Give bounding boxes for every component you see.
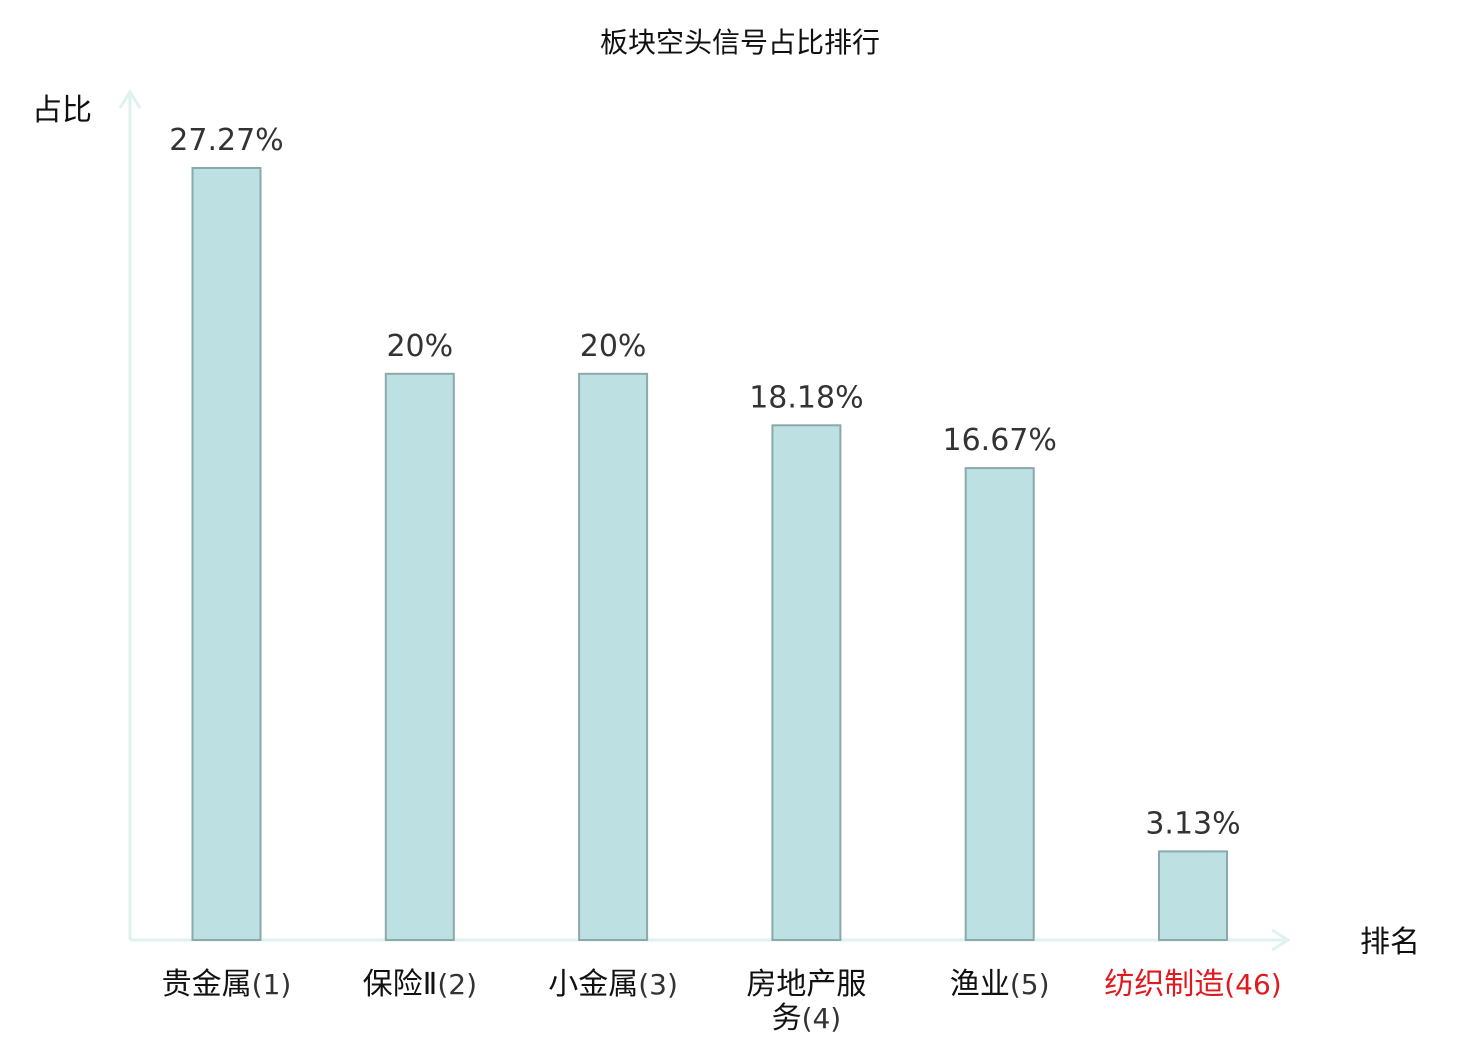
x-tick-name-6-1: 纺织制造 [1104,967,1224,1002]
bar-1 [191,167,262,941]
bar-3 [578,372,649,941]
y-axis-arrow [118,89,142,109]
x-tick-label-4: 房地产服务(4) [746,967,866,1036]
x-axis-label: 排名 [1360,925,1420,960]
x-tick-rank-5: (5) [1010,968,1050,1001]
value-label-2: 20% [386,329,453,364]
x-tick-rank-6: (46) [1224,968,1281,1001]
x-tick-label-5: 渔业(5) [950,967,1050,1002]
x-tick-rank-2: (2) [437,968,477,1001]
x-tick-rank-4: (4) [802,1002,842,1035]
x-tick-rank-3: (3) [638,968,678,1001]
value-label-4: 18.18% [749,380,863,415]
x-tick-labels-group: 贵金属(1) 保险Ⅱ(2) 小金属(3) 房地产服务(4) 渔业(5) 纺织制造(46) [162,967,1282,1036]
x-tick-label-6: 纺织制造(46) [1104,967,1281,1002]
x-tick-name-4-1: 房地产服 [746,967,866,1002]
x-tick-name-5-1: 渔业 [950,967,1010,1002]
x-tick-rank-1: (1) [252,968,292,1001]
x-tick-name-1-1: 贵金属 [162,967,252,1002]
value-labels-group: 27.27% 20% 20% 18.18% 16.67% 3.13% [169,123,1240,841]
bar-4 [771,424,842,941]
x-tick-name-2-1: 保险Ⅱ [363,967,438,1002]
axes [118,89,1291,952]
chart-title: 板块空头信号占比排行 [600,26,880,59]
bar-5 [964,467,1035,941]
x-tick-name-4-2: 务 [772,1001,802,1036]
y-axis-label: 占比 [32,93,92,128]
value-label-5: 16.67% [943,423,1057,458]
bar-6 [1158,850,1228,942]
bars-group [191,167,1228,942]
x-tick-label-3: 小金属(3) [548,967,678,1002]
x-axis-arrow [1271,928,1291,952]
value-label-3: 20% [580,329,647,364]
x-tick-name-3-1: 小金属 [548,967,638,1002]
x-tick-label-2: 保险Ⅱ(2) [363,967,477,1002]
value-label-1: 27.27% [169,123,283,158]
x-tick-label-1: 贵金属(1) [162,967,292,1002]
bar-2 [384,372,455,941]
value-label-6: 3.13% [1145,806,1240,841]
